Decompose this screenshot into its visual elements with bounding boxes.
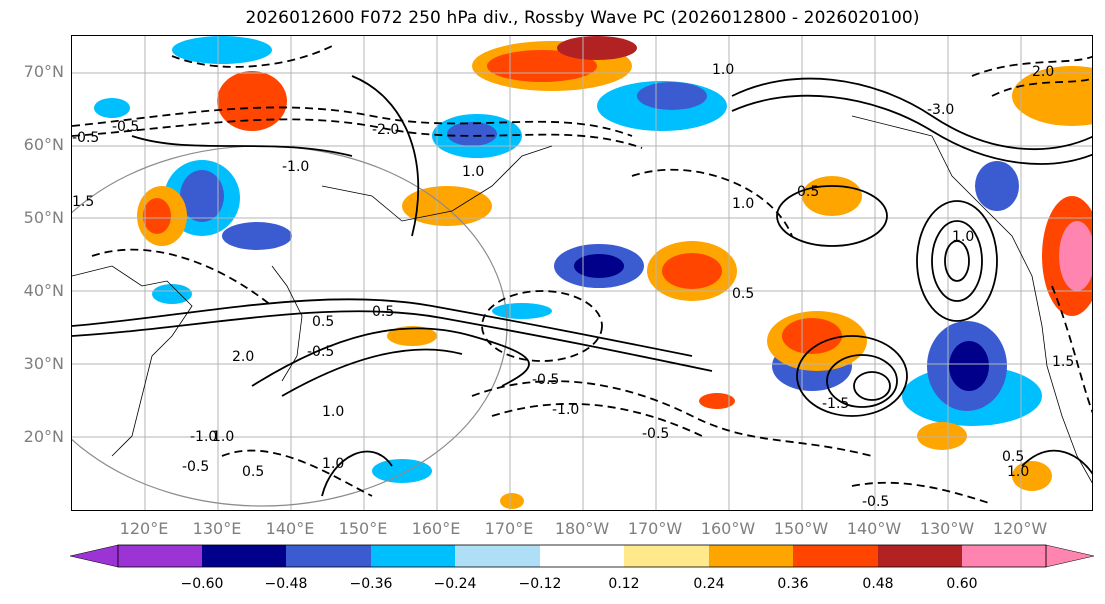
contour-label: -0.5 bbox=[112, 119, 139, 135]
colorbar-tick-label: −0.36 bbox=[349, 576, 393, 592]
contour-label: 1.0 bbox=[1007, 464, 1029, 480]
contour-label: -1.0 bbox=[552, 402, 579, 418]
colorbar-tick-label: 0.12 bbox=[608, 576, 640, 592]
colorbar bbox=[70, 544, 1095, 568]
contour-label: 1.0 bbox=[462, 164, 484, 180]
divergence-shading bbox=[94, 36, 1092, 509]
lon-label-150w: 150°W bbox=[773, 519, 829, 538]
map-title: 2026012600 F072 250 hPa div., Rossby Wav… bbox=[245, 8, 920, 28]
contour-label: -2.0 bbox=[372, 122, 399, 138]
lon-label-170w: 170°W bbox=[627, 519, 683, 538]
colorbar-segment bbox=[371, 545, 455, 567]
lon-label-180w: 180°W bbox=[554, 519, 610, 538]
contour-value-labels: -2.0 -0.5 1.0 1.0 -1.0 1.0 0.5 0.5 -0.5 … bbox=[72, 62, 1074, 510]
colorbar-tick-label: 0.48 bbox=[862, 576, 894, 592]
lon-label-130e: 130°E bbox=[192, 519, 242, 538]
contour-label: 1.0 bbox=[712, 62, 734, 78]
lat-label-20n: 20°N bbox=[23, 427, 64, 446]
colorbar-segment bbox=[962, 545, 1046, 567]
colorbar-tick-label: −0.48 bbox=[264, 576, 308, 592]
contour-label: 1.5 bbox=[72, 194, 94, 210]
lon-label-140e: 140°E bbox=[265, 519, 315, 538]
colorbar-tick-label: −0.12 bbox=[518, 576, 562, 592]
colorbar-segment bbox=[624, 545, 709, 567]
contour-label: 0.5 bbox=[242, 464, 264, 480]
contour-label: -0.5 bbox=[642, 426, 669, 442]
contour-label: 0.5 bbox=[372, 304, 394, 320]
lon-label-140w: 140°W bbox=[846, 519, 902, 538]
colorbar-high-extension bbox=[1045, 544, 1095, 568]
lat-label-70n: 70°N bbox=[23, 62, 64, 81]
colorbar-low-extension bbox=[70, 544, 119, 568]
contour-label: 0.5 bbox=[312, 314, 334, 330]
colorbar-segment bbox=[118, 545, 202, 567]
contour-label: 1.0 bbox=[322, 404, 344, 420]
pc-contours-positive bbox=[72, 75, 1092, 497]
contour-label: 1.0 bbox=[212, 429, 234, 445]
colorbar-segment bbox=[878, 545, 962, 567]
colorbar-segment bbox=[202, 545, 286, 567]
contour-label: -0.5 bbox=[307, 344, 334, 360]
lat-label-60n: 60°N bbox=[23, 135, 64, 154]
contour-label: 2.0 bbox=[1032, 64, 1054, 80]
colorbar-tick-label: 0.36 bbox=[777, 576, 809, 592]
lon-label-150e: 150°E bbox=[338, 519, 388, 538]
contour-label: 0.5 bbox=[732, 286, 754, 302]
lat-label-40n: 40°N bbox=[23, 281, 64, 300]
lon-label-120e: 120°E bbox=[119, 519, 169, 538]
lon-label-120w: 120°W bbox=[992, 519, 1048, 538]
colorbar-tick-label: −0.60 bbox=[180, 576, 224, 592]
lat-label-50n: 50°N bbox=[23, 208, 64, 227]
colorbar-segment bbox=[540, 545, 624, 567]
contour-label: 2.0 bbox=[232, 349, 254, 365]
contour-label: -1.5 bbox=[822, 396, 849, 412]
map-panel: -2.0 -0.5 1.0 1.0 -1.0 1.0 0.5 0.5 -0.5 … bbox=[71, 35, 1093, 511]
contour-label: 1.5 bbox=[1052, 354, 1074, 370]
contour-label: -0.5 bbox=[72, 130, 99, 146]
lon-label-160w: 160°W bbox=[700, 519, 756, 538]
lon-label-160e: 160°E bbox=[411, 519, 461, 538]
contour-label: -0.5 bbox=[182, 459, 209, 475]
colorbar-tick-label: 0.24 bbox=[693, 576, 725, 592]
colorbar-segment bbox=[709, 545, 793, 567]
colorbar-tick-label: −0.24 bbox=[433, 576, 477, 592]
coastlines bbox=[72, 115, 1092, 484]
colorbar-segment bbox=[793, 545, 878, 567]
lon-label-170e: 170°E bbox=[484, 519, 534, 538]
contour-label: 0.5 bbox=[1002, 449, 1024, 465]
contour-label: -1.0 bbox=[190, 429, 217, 445]
contour-label: -0.5 bbox=[532, 372, 559, 388]
colorbar-segment bbox=[286, 545, 371, 567]
colorbar-segment bbox=[455, 545, 540, 567]
contour-label: 0.5 bbox=[797, 184, 819, 200]
contour-label: -3.0 bbox=[927, 102, 954, 118]
colorbar-tick-label: 0.60 bbox=[946, 576, 978, 592]
contour-label: 1.0 bbox=[322, 456, 344, 472]
graticule bbox=[72, 36, 1092, 510]
contour-label: -0.5 bbox=[862, 494, 889, 510]
map-plot-area: -2.0 -0.5 1.0 1.0 -1.0 1.0 0.5 0.5 -0.5 … bbox=[72, 36, 1092, 510]
lat-label-30n: 30°N bbox=[23, 354, 64, 373]
contour-label: 1.0 bbox=[952, 229, 974, 245]
pc-contours-negative bbox=[72, 45, 1092, 505]
contour-label: 1.0 bbox=[732, 196, 754, 212]
lon-label-130w: 130°W bbox=[919, 519, 975, 538]
contour-label: -1.0 bbox=[282, 159, 309, 175]
